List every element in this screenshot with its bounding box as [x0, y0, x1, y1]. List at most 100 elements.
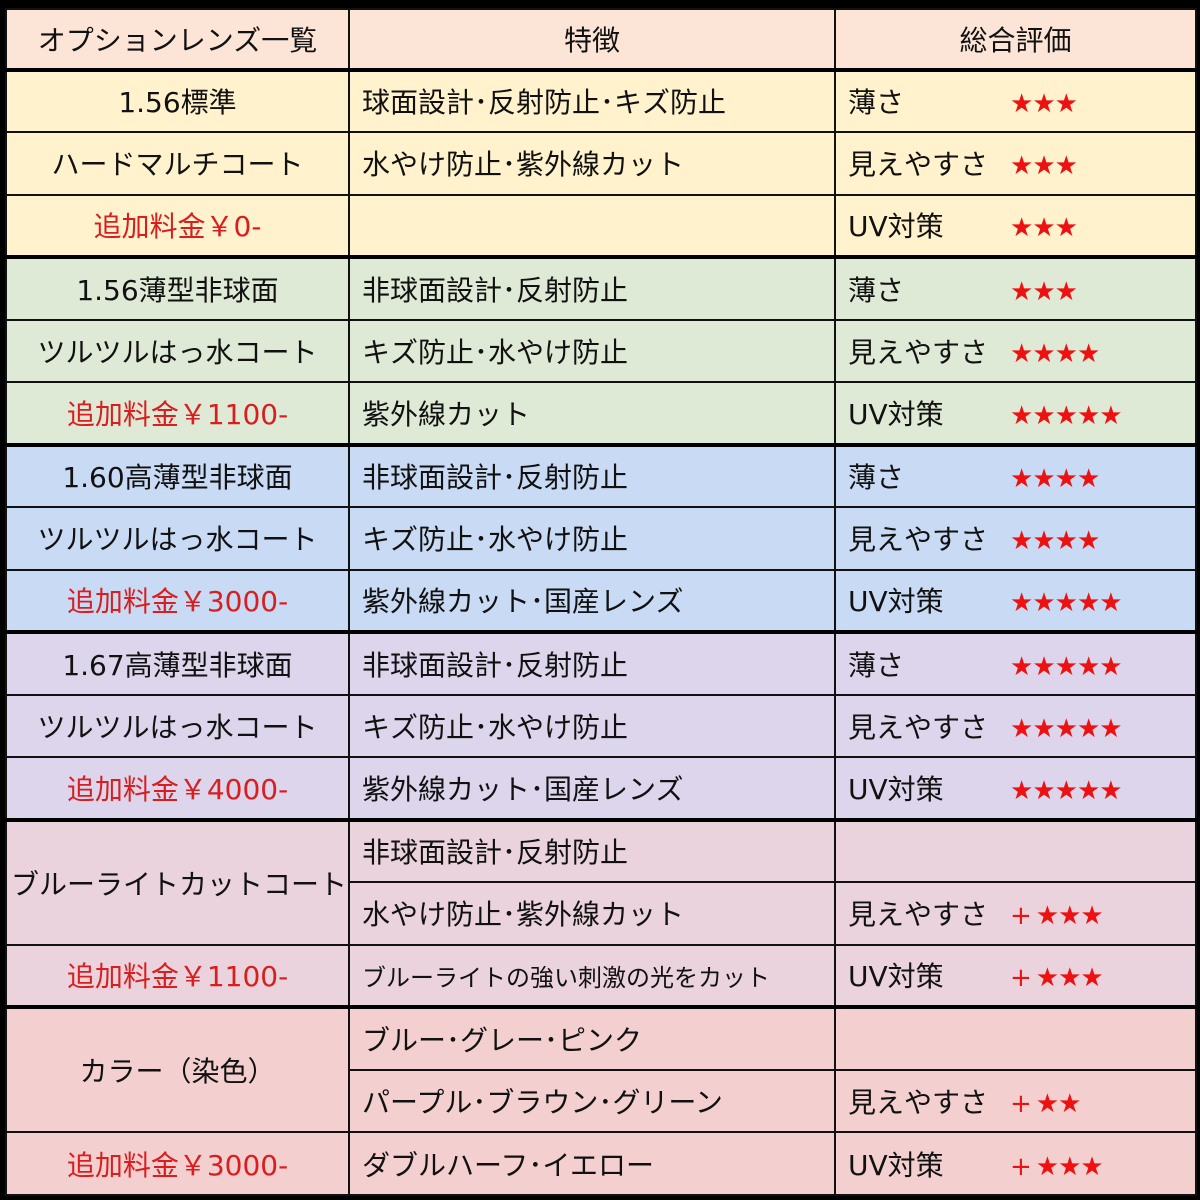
rating-cell: 見えやすさ ★★★ — [834, 131, 1197, 196]
feature-cell: 非球面設計･反射防止 — [348, 817, 836, 884]
feature-cell: キズ防止･水やけ防止 — [348, 318, 836, 384]
lens-name-cell: ツルツルはっ水コート — [5, 318, 350, 384]
lens-name-cell: ツルツルはっ水コート — [5, 506, 350, 571]
star-icon: ★ — [1010, 400, 1033, 431]
star-icon: ★ — [1054, 775, 1078, 806]
lens-name-cell: ブルーライトカットコート — [5, 817, 350, 946]
star-icon: ★ — [1054, 651, 1078, 682]
star-icon: ★ — [1076, 588, 1100, 619]
feature-cell: 紫外線カット — [348, 381, 836, 446]
feature-cell: ブルーライトの強い刺激の光をカット — [348, 943, 836, 1009]
star-icon: ★ — [1010, 276, 1033, 307]
star-icon: ★ — [1032, 213, 1055, 244]
star-icon: ★ — [1054, 276, 1078, 307]
lens-name-cell: ハードマルチコート — [5, 131, 350, 196]
rating-cell: 薄さ ★★★ — [834, 255, 1197, 321]
star-rating: ★★★ — [1010, 151, 1078, 182]
rating-cell — [834, 1005, 1197, 1071]
star-icon: ★ — [1010, 151, 1033, 182]
rating-label: UV対策 — [848, 397, 944, 431]
price-cell: 追加料金￥3000- — [5, 1131, 350, 1196]
rating-cell: 薄さ ★★★ — [834, 67, 1197, 134]
table-row: 水やけ防止･紫外線カット 見えやすさ + ★★★ — [6, 881, 1197, 946]
rating-cell: UV対策 ★★★★★ — [834, 756, 1197, 821]
feature-cell — [348, 193, 836, 259]
feature-cell: キズ防止･水やけ防止 — [348, 693, 836, 759]
star-icon: ★ — [1054, 89, 1078, 120]
rating-label: 見えやすさ — [848, 523, 989, 557]
rating-label: 見えやすさ — [848, 148, 989, 182]
feature-cell: ブルー･グレー･ピンク — [348, 1005, 836, 1071]
star-icon: ★ — [1054, 338, 1078, 369]
rating-cell — [834, 817, 1197, 884]
star-icon: ★ — [1054, 713, 1078, 744]
rating-cell: UV対策 ★★★ — [834, 193, 1197, 259]
lens-options-table-container: オプションレンズ一覧 特徴 総合評価 1.56標準 球面設計･反射防止･キズ防止薄… — [5, 8, 1197, 1196]
rating-cell: UV対策 + ★★★ — [834, 943, 1197, 1009]
price-cell: 追加料金￥1100- — [5, 381, 350, 446]
star-rating: ★★★★ — [1010, 526, 1100, 556]
plus-icon: + — [1010, 963, 1032, 994]
table-row: 追加料金￥0- UV対策 ★★★ — [5, 193, 1197, 259]
rating-cell: UV対策 ★★★★★ — [834, 381, 1197, 446]
star-icon: ★ — [1076, 775, 1100, 806]
star-icon: ★ — [1032, 276, 1055, 307]
star-icon: ★ — [1032, 151, 1055, 182]
rating-label: 見えやすさ — [848, 710, 989, 744]
star-icon: ★ — [1010, 464, 1033, 495]
star-icon: ★ — [1054, 400, 1078, 431]
star-icon: ★ — [1032, 775, 1055, 806]
lens-name-cell: ツルツルはっ水コート — [5, 693, 350, 759]
rating-cell: 薄さ ★★★★ — [834, 442, 1197, 509]
header-row: オプションレンズ一覧 特徴 総合評価 — [5, 8, 1197, 71]
star-icon: ★ — [1010, 588, 1033, 619]
lens-name-cell: 1.56薄型非球面 — [5, 255, 350, 321]
rating-cell: 見えやすさ ★★★★ — [834, 318, 1197, 384]
star-icon: ★ — [1058, 1089, 1081, 1119]
star-rating: ★★★★★ — [1010, 713, 1123, 744]
rating-cell: UV対策 + ★★★ — [834, 1131, 1197, 1196]
rating-label: UV対策 — [848, 1148, 944, 1182]
star-icon: ★ — [1010, 775, 1033, 806]
rating-cell: UV対策 ★★★★★ — [834, 568, 1197, 634]
star-icon: ★ — [1054, 213, 1078, 244]
rating-label: 薄さ — [848, 86, 905, 120]
star-icon: ★ — [1054, 151, 1078, 182]
table-row: 1.56標準 球面設計･反射防止･キズ防止 薄さ ★★★ — [5, 67, 1197, 134]
feature-cell: 紫外線カット･国産レンズ — [348, 756, 836, 821]
star-icon: ★ — [1032, 338, 1055, 369]
star-icon: ★ — [1099, 651, 1122, 682]
star-icon: ★ — [1058, 901, 1081, 932]
star-rating: ★★★ — [1010, 89, 1078, 120]
star-icon: ★ — [1032, 588, 1055, 619]
feature-cell: パープル･ブラウン･グリーン — [348, 1068, 836, 1134]
star-rating: ★★★★ — [1010, 464, 1100, 495]
rating-cell: 見えやすさ ★★★★ — [834, 506, 1197, 571]
table-row: ブルーライトカットコート 非球面設計･反射防止 — [5, 817, 1197, 946]
rating-label: 見えやすさ — [848, 335, 989, 369]
feature-cell: 非球面設計･反射防止 — [348, 442, 836, 509]
star-icon: ★ — [1035, 901, 1059, 932]
plus-icon: + — [1010, 901, 1032, 932]
rating-label: 薄さ — [848, 648, 905, 682]
lens-name-cell: 1.67高薄型非球面 — [5, 630, 350, 696]
star-rating: ★★★ — [1035, 901, 1104, 932]
table-row: 追加料金￥1100- ブルーライトの強い刺激の光をカット UV対策 + ★★★ — [5, 943, 1197, 1009]
price-cell: 追加料金￥0- — [5, 193, 350, 259]
feature-cell: キズ防止･水やけ防止 — [348, 506, 836, 571]
feature-cell: ダブルハーフ･イエロー — [348, 1131, 836, 1196]
star-icon: ★ — [1032, 89, 1055, 120]
star-rating: ★★★ — [1010, 276, 1078, 307]
star-icon: ★ — [1035, 1151, 1059, 1182]
rating-label: 見えやすさ — [848, 898, 989, 932]
star-rating: ★★★ — [1036, 963, 1104, 993]
table-row: ハードマルチコート 水やけ防止･紫外線カット 見えやすさ ★★★ — [5, 131, 1197, 196]
star-icon: ★ — [1054, 588, 1078, 619]
star-rating: ★★★★★ — [1010, 588, 1123, 619]
feature-cell: 紫外線カット･国産レンズ — [348, 568, 836, 634]
star-icon: ★ — [1035, 1089, 1059, 1119]
star-rating: ★★★ — [1035, 1151, 1104, 1182]
star-icon: ★ — [1010, 338, 1033, 369]
feature-cell: 球面設計･反射防止･キズ防止 — [348, 67, 836, 134]
price-cell: 追加料金￥4000- — [5, 756, 350, 821]
